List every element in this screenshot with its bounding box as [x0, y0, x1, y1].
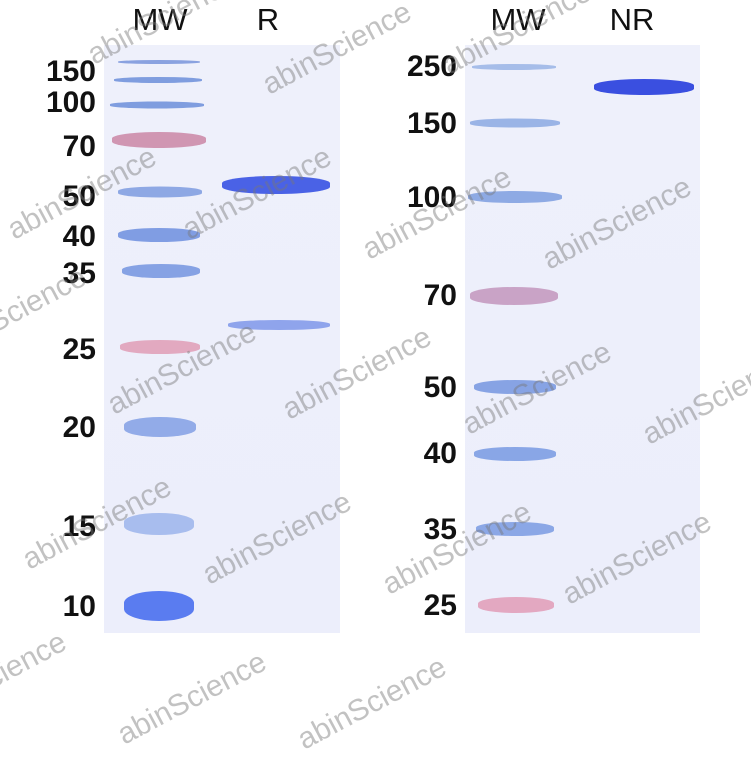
right-nr-lane-title: NR: [609, 2, 655, 37]
marker-band: [476, 522, 554, 536]
marker-band: [124, 591, 194, 621]
marker-label: 100: [406, 181, 457, 214]
marker-band: [120, 340, 200, 354]
marker-label: 70: [423, 279, 457, 312]
marker-band: [472, 64, 556, 70]
marker-band: [470, 287, 558, 305]
marker-label: 40: [423, 437, 457, 470]
marker-band: [122, 264, 200, 278]
marker-band: [118, 186, 202, 198]
right-mw-lane-title: MW: [490, 2, 546, 37]
marker-band: [470, 118, 560, 128]
marker-band: [478, 597, 554, 613]
marker-label: 15: [62, 510, 96, 543]
marker-label: 10: [62, 590, 96, 623]
marker-label: 70: [62, 130, 96, 163]
reduced-light-chain-band: [228, 320, 330, 330]
watermark: abinScience: [0, 625, 72, 732]
marker-band: [124, 513, 194, 535]
left-r-lane-title: R: [256, 2, 280, 37]
marker-label: 150: [406, 107, 457, 140]
watermark: abinScience: [112, 645, 272, 752]
marker-band: [474, 447, 556, 461]
marker-label: 35: [62, 257, 96, 290]
marker-band: [110, 101, 204, 109]
marker-label: 50: [62, 180, 96, 213]
left-mw-lane-title: MW: [132, 2, 188, 37]
marker-label: 40: [62, 220, 96, 253]
marker-band: [468, 191, 562, 203]
marker-label: 150: [45, 55, 96, 88]
marker-band: [114, 77, 202, 83]
marker-label: 250: [406, 50, 457, 83]
marker-label: 35: [423, 513, 457, 546]
marker-band: [124, 417, 196, 437]
marker-label: 100: [45, 86, 96, 119]
marker-label: 20: [62, 411, 96, 444]
marker-label: 25: [423, 589, 457, 622]
marker-label: 50: [423, 371, 457, 404]
marker-band: [118, 228, 200, 242]
marker-band: [112, 132, 206, 148]
right-gel: [465, 45, 700, 633]
marker-label: 25: [62, 333, 96, 366]
reduced-heavy-chain-band: [222, 176, 330, 194]
marker-band: [118, 60, 200, 64]
marker-band: [474, 380, 556, 394]
non-reduced-band: [594, 79, 694, 95]
watermark: abinScience: [292, 650, 452, 757]
